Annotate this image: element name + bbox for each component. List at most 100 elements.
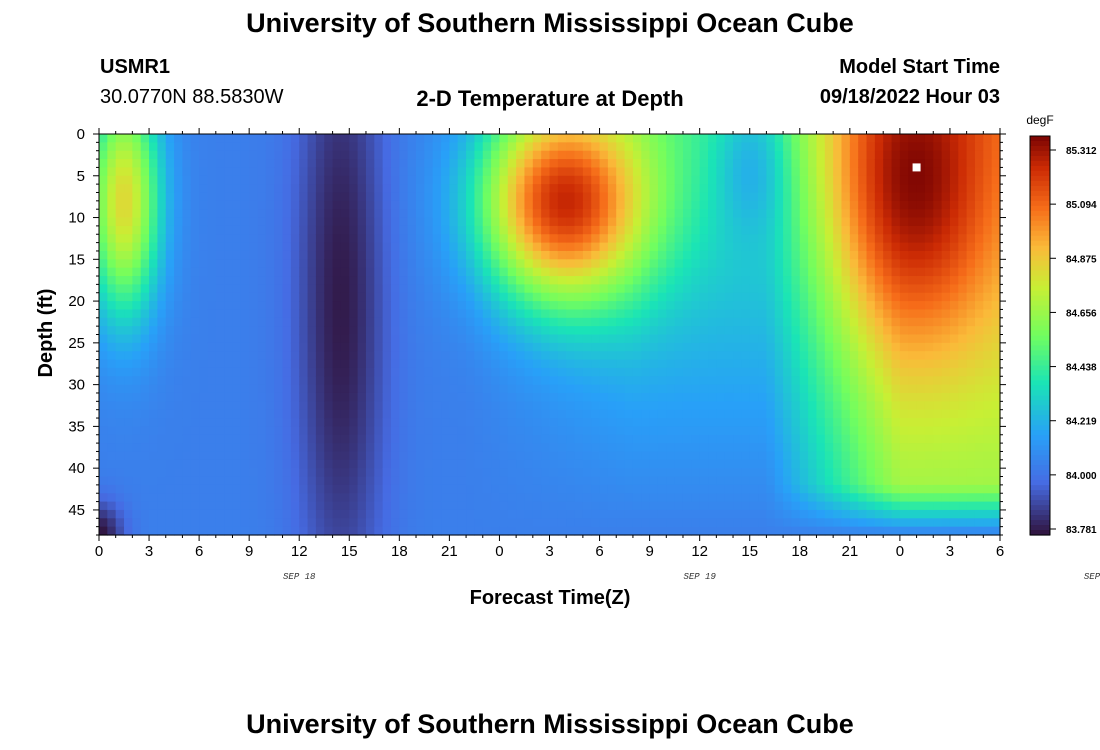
heatmap-cell xyxy=(424,526,434,536)
heatmap-cell xyxy=(140,234,150,244)
heatmap-cell xyxy=(215,384,225,394)
heatmap-cell xyxy=(407,334,417,344)
heatmap-cell xyxy=(399,501,409,511)
heatmap-cell xyxy=(516,484,526,494)
heatmap-cell xyxy=(774,501,784,511)
heatmap-cell xyxy=(716,276,726,285)
heatmap-cell xyxy=(124,392,133,402)
heatmap-cell xyxy=(324,267,334,277)
heatmap-cell xyxy=(933,284,943,294)
heatmap-cell xyxy=(816,518,826,528)
heatmap-cell xyxy=(315,225,325,235)
heatmap-cell xyxy=(407,434,417,444)
heatmap-cell xyxy=(591,292,601,302)
heatmap-cell xyxy=(774,184,784,194)
heatmap-cell xyxy=(682,142,692,152)
heatmap-cell xyxy=(641,526,651,536)
heatmap-cell xyxy=(474,326,484,336)
heatmap-cell xyxy=(390,142,400,152)
heatmap-cell xyxy=(349,509,359,519)
heatmap-cell xyxy=(324,401,334,411)
heatmap-cell xyxy=(474,418,484,427)
heatmap-cell xyxy=(274,200,284,210)
heatmap-cell xyxy=(107,259,117,269)
heatmap-cell xyxy=(933,209,943,219)
heatmap-cell xyxy=(616,225,626,235)
heatmap-cell xyxy=(941,150,951,160)
heatmap-cell xyxy=(858,184,868,194)
heatmap-cell xyxy=(441,309,450,319)
heatmap-cell xyxy=(924,259,934,269)
heatmap-cell xyxy=(274,184,284,194)
heatmap-cell xyxy=(649,175,659,185)
heatmap-cell xyxy=(616,509,626,519)
heatmap-cell xyxy=(99,184,108,194)
heatmap-cell xyxy=(290,175,300,185)
heatmap-cell xyxy=(924,409,934,419)
heatmap-cell xyxy=(541,234,551,244)
heatmap-cell xyxy=(315,342,325,352)
heatmap-cell xyxy=(282,418,292,427)
heatmap-cell xyxy=(507,359,517,369)
heatmap-cell xyxy=(332,184,342,194)
heatmap-cell xyxy=(399,292,409,302)
heatmap-cell xyxy=(224,434,234,444)
heatmap-cell xyxy=(858,284,868,294)
heatmap-cell xyxy=(224,242,234,252)
heatmap-cell xyxy=(666,384,676,394)
heatmap-cell xyxy=(190,526,200,536)
heatmap-cell xyxy=(758,484,767,494)
heatmap-cell xyxy=(257,359,267,369)
heatmap-cell xyxy=(507,418,517,427)
heatmap-cell xyxy=(140,451,150,461)
heatmap-cell xyxy=(541,309,551,319)
heatmap-cell xyxy=(390,509,400,519)
heatmap-cell xyxy=(107,493,117,503)
heatmap-cell xyxy=(908,184,918,194)
heatmap-cell xyxy=(866,392,876,402)
heatmap-cell xyxy=(365,476,375,486)
heatmap-cell xyxy=(949,409,959,419)
heatmap-cell xyxy=(182,409,192,419)
heatmap-cell xyxy=(532,292,542,302)
heatmap-cell xyxy=(157,468,167,478)
heatmap-cell xyxy=(457,284,467,294)
heatmap-cell xyxy=(174,434,184,444)
heatmap-cell xyxy=(716,351,726,361)
heatmap-cell xyxy=(524,493,534,503)
heatmap-cell xyxy=(908,192,918,202)
heatmap-cell xyxy=(124,426,133,436)
heatmap-cell xyxy=(607,142,617,152)
heatmap-cell xyxy=(157,150,167,160)
heatmap-cell xyxy=(591,526,601,536)
heatmap-cell xyxy=(132,526,142,536)
heatmap-cell xyxy=(374,434,384,444)
heatmap-cell xyxy=(390,292,400,302)
heatmap-cell xyxy=(416,376,425,386)
heatmap-cell xyxy=(549,526,559,536)
heatmap-cell xyxy=(858,167,868,177)
heatmap-cell xyxy=(649,518,659,528)
heatmap-cell xyxy=(274,501,284,511)
heatmap-cell xyxy=(607,526,617,536)
heatmap-cell xyxy=(365,175,375,185)
heatmap-cell xyxy=(908,134,918,143)
heatmap-cell xyxy=(232,526,242,536)
heatmap-cell xyxy=(499,509,509,519)
heatmap-cell xyxy=(866,159,876,169)
heatmap-cell xyxy=(833,392,843,402)
heatmap-cell xyxy=(232,518,242,528)
heatmap-cell xyxy=(624,150,634,160)
heatmap-cell xyxy=(716,175,726,185)
heatmap-cell xyxy=(466,392,476,402)
heatmap-cell xyxy=(357,267,367,277)
heatmap-cell xyxy=(232,443,242,453)
heatmap-cell xyxy=(691,326,701,336)
heatmap-cell xyxy=(299,501,309,511)
heatmap-cell xyxy=(566,509,576,519)
heatmap-cell xyxy=(432,493,442,503)
heatmap-cell xyxy=(491,392,501,402)
heatmap-cell xyxy=(449,359,459,369)
heatmap-cell xyxy=(182,493,192,503)
heatmap-cell xyxy=(758,401,767,411)
